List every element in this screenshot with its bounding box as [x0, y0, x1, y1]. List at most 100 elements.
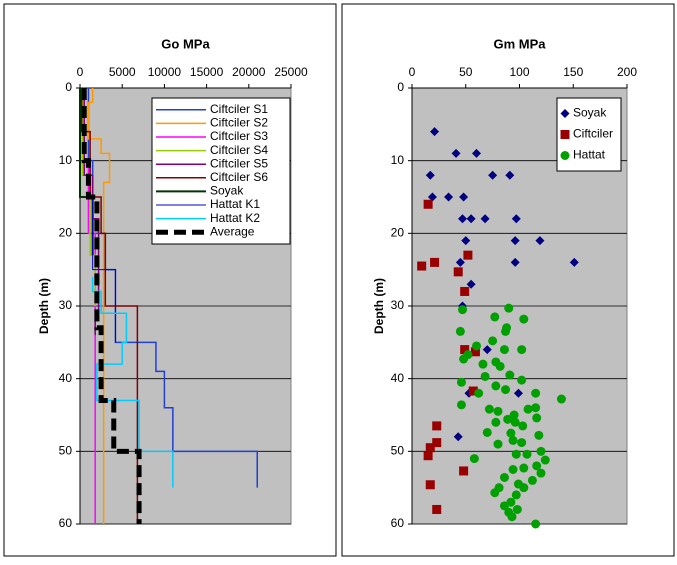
- point: [430, 257, 440, 267]
- point: [493, 439, 503, 449]
- y-tick-label: 0: [65, 80, 72, 94]
- point: [491, 417, 501, 427]
- y-tick-label: 10: [59, 153, 73, 167]
- point: [509, 410, 519, 420]
- point: [425, 480, 435, 490]
- legend-swatch: [560, 109, 570, 118]
- point: [532, 461, 542, 471]
- point: [469, 454, 479, 464]
- point: [499, 501, 509, 511]
- x-tick-label: 200: [617, 65, 637, 79]
- point: [478, 359, 488, 369]
- legend-swatch: [560, 151, 570, 160]
- point: [491, 381, 501, 391]
- point: [425, 443, 435, 453]
- point: [510, 236, 520, 246]
- y-tick-label: 40: [391, 371, 405, 385]
- x-tick-label: 25000: [274, 65, 308, 79]
- legend-label: Hattat: [573, 148, 606, 162]
- point: [523, 404, 533, 414]
- point: [501, 326, 511, 336]
- y-axis-label: Depth (m): [372, 278, 386, 334]
- y-tick-label: 30: [391, 298, 405, 312]
- y-tick-label: 60: [391, 516, 405, 530]
- point: [460, 345, 470, 355]
- point: [517, 438, 527, 448]
- legend-label: Ciftciler: [573, 127, 613, 141]
- point: [517, 375, 527, 385]
- point: [456, 400, 466, 410]
- point: [432, 438, 442, 448]
- point: [466, 214, 476, 224]
- line-series: [92, 197, 116, 343]
- legend-swatch: [560, 130, 570, 139]
- point: [531, 388, 541, 398]
- point: [453, 267, 463, 277]
- point: [456, 377, 466, 387]
- line-series: [81, 88, 142, 524]
- point: [430, 127, 440, 137]
- legend-label: Hattat K2: [210, 211, 260, 225]
- legend-label: Ciftciler S3: [210, 129, 268, 143]
- point: [459, 192, 469, 202]
- point: [459, 466, 469, 476]
- point: [423, 451, 433, 461]
- point: [495, 361, 505, 371]
- point: [511, 490, 521, 500]
- point: [425, 170, 435, 180]
- point: [463, 250, 473, 260]
- point: [534, 430, 544, 440]
- point: [480, 214, 490, 224]
- legend-label: Ciftciler S1: [210, 102, 268, 116]
- x-tick-label: 0: [77, 65, 84, 79]
- point: [423, 199, 433, 209]
- legend-label: Ciftciler S2: [210, 116, 268, 130]
- point: [511, 214, 521, 224]
- point: [453, 432, 463, 442]
- point: [484, 404, 494, 414]
- line-series: [91, 276, 174, 488]
- point: [540, 455, 550, 465]
- point: [494, 483, 504, 493]
- x-tick-label: 0: [409, 65, 416, 79]
- legend-label: Ciftciler S4: [210, 143, 268, 157]
- point: [517, 345, 527, 355]
- legend-label: Hattat K1: [210, 197, 260, 211]
- point: [531, 403, 541, 413]
- legend-label: Average: [210, 224, 255, 238]
- x-tick-label: 150: [563, 65, 583, 79]
- point: [470, 347, 480, 357]
- point: [508, 435, 518, 445]
- point: [531, 519, 541, 529]
- point: [518, 421, 528, 431]
- point: [472, 148, 481, 158]
- y-tick-label: 40: [59, 371, 73, 385]
- y-tick-label: 50: [391, 444, 405, 458]
- point: [532, 413, 542, 423]
- point: [535, 236, 545, 246]
- point: [527, 475, 537, 485]
- point: [504, 303, 514, 313]
- point: [519, 314, 529, 324]
- point: [474, 388, 484, 398]
- point: [501, 385, 511, 395]
- y-tick-label: 20: [59, 226, 73, 240]
- legend-label: Ciftciler S6: [210, 170, 268, 184]
- y-tick-label: 0: [397, 80, 404, 94]
- point: [490, 312, 500, 322]
- point: [466, 279, 476, 289]
- line-series: [87, 88, 111, 524]
- y-tick-label: 50: [59, 444, 73, 458]
- point: [480, 371, 490, 381]
- point: [461, 236, 471, 246]
- point: [458, 305, 468, 315]
- chart-title: Go MPa: [161, 36, 210, 51]
- point: [417, 261, 427, 271]
- point: [493, 406, 503, 416]
- point: [512, 504, 522, 514]
- point: [458, 214, 468, 224]
- point: [522, 449, 532, 459]
- point: [556, 394, 566, 404]
- point: [508, 465, 518, 474]
- point: [569, 257, 579, 267]
